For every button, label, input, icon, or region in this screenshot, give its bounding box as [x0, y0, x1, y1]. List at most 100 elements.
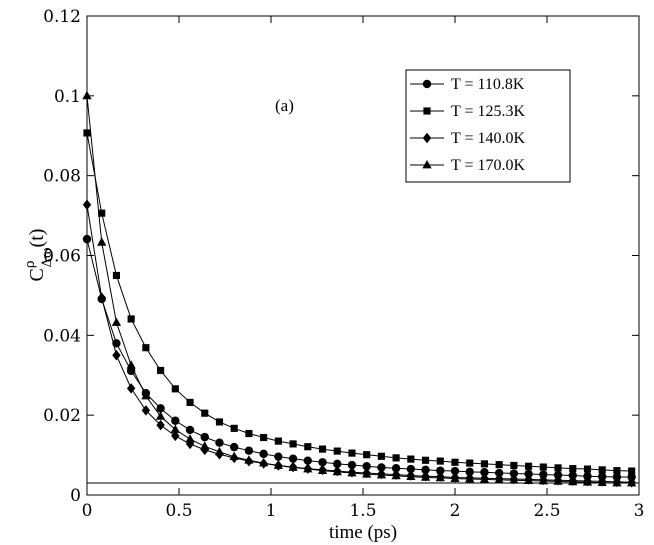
data-point — [82, 90, 92, 100]
data-point — [450, 473, 460, 482]
data-point — [259, 458, 269, 467]
data-point — [348, 449, 356, 457]
data-point — [466, 459, 474, 467]
data-point — [362, 462, 371, 471]
data-point — [509, 469, 519, 478]
data-point — [524, 469, 533, 479]
data-point — [126, 360, 136, 369]
data-point — [465, 467, 474, 477]
data-point — [318, 458, 327, 467]
data-point — [142, 344, 150, 352]
x-tick-label: 0 — [82, 501, 93, 521]
data-point — [82, 199, 92, 211]
data-point — [97, 237, 107, 246]
data-point — [83, 129, 91, 137]
data-point — [406, 471, 416, 480]
x-tick-label: 0.5 — [165, 501, 192, 521]
data-point — [304, 443, 312, 451]
data-point — [245, 429, 253, 438]
data-point — [333, 459, 342, 469]
data-point — [215, 418, 224, 426]
series-circle — [82, 234, 636, 482]
y-tick-label: 0.04 — [43, 326, 81, 346]
data-point — [451, 458, 459, 466]
y-axis-label: Cρ Δω(t) — [23, 229, 55, 282]
data-point — [627, 477, 637, 487]
tick-labels: 0 0.5 1 1.5 2 2.5 3 0 0.02 0.04 0.06 0.08 0.1 0.12 — [43, 7, 644, 521]
data-point — [303, 456, 312, 465]
data-point — [273, 460, 283, 469]
data-point — [420, 472, 431, 481]
series-square — [83, 129, 636, 475]
data-point — [569, 465, 577, 473]
data-point — [98, 209, 106, 217]
data-point — [259, 449, 268, 459]
data-point — [539, 463, 547, 471]
data-point — [260, 433, 268, 442]
data-point — [200, 432, 209, 442]
data-point — [112, 350, 121, 361]
data-point — [185, 434, 195, 443]
legend-label: T = 125.3K — [451, 103, 526, 120]
x-tick-label: 2.5 — [533, 501, 560, 521]
data-point — [612, 477, 622, 487]
data-point — [171, 416, 180, 425]
legend-item: T = 140.0K — [410, 130, 526, 147]
x-axis-label: time (ps) — [329, 522, 397, 543]
legend-label: T = 140.0K — [451, 130, 526, 147]
data-point — [230, 424, 238, 432]
data-point — [347, 468, 357, 477]
data-point — [332, 466, 342, 476]
legend-marker — [422, 79, 432, 89]
legend-item: T = 170.0K — [410, 157, 526, 174]
data-point — [494, 468, 504, 478]
data-point — [495, 461, 503, 469]
y-tick-label: 0.12 — [43, 7, 81, 27]
data-point — [568, 476, 578, 486]
data-point — [157, 366, 165, 375]
annotation-label: (a) — [275, 96, 294, 115]
data-point — [111, 317, 122, 326]
data-point — [127, 315, 135, 323]
data-point — [170, 424, 180, 433]
data-point — [201, 409, 209, 417]
tick-marks — [86, 15, 640, 496]
data-point — [288, 462, 298, 471]
data-point — [303, 464, 313, 473]
data-point — [525, 462, 533, 470]
data-point — [510, 461, 518, 470]
data-point — [391, 470, 401, 480]
data-point — [421, 456, 430, 464]
series-line — [86, 132, 632, 472]
data-point — [613, 467, 621, 475]
data-point — [230, 442, 239, 452]
legend: T = 110.8K T = 125.3K T = 140.0K T = 170.0K — [405, 69, 571, 183]
data-point — [407, 455, 415, 463]
data-point — [244, 455, 254, 464]
data-point — [421, 465, 430, 475]
data-point — [582, 477, 593, 486]
legend-marker — [423, 107, 431, 115]
data-point — [450, 466, 460, 476]
y-tick-label: 0.1 — [54, 87, 81, 107]
legend-label: T = 110.8K — [451, 76, 525, 93]
y-axis-label-subscript: Δω — [40, 247, 55, 267]
data-point — [392, 454, 400, 462]
data-point — [126, 383, 136, 394]
y-axis-label-main: C — [26, 268, 48, 281]
data-point — [480, 468, 489, 477]
data-point — [362, 469, 372, 478]
data-point — [333, 447, 341, 455]
x-tick-label: 1 — [266, 501, 277, 521]
data-point — [628, 467, 636, 475]
legend-item: T = 110.8K — [410, 76, 525, 93]
data-point — [171, 430, 180, 442]
data-point — [141, 405, 151, 416]
data-point — [465, 473, 475, 483]
y-tick-label: 0.02 — [43, 406, 81, 426]
data-point — [274, 452, 283, 461]
data-point — [554, 464, 562, 472]
data-point — [214, 446, 225, 456]
